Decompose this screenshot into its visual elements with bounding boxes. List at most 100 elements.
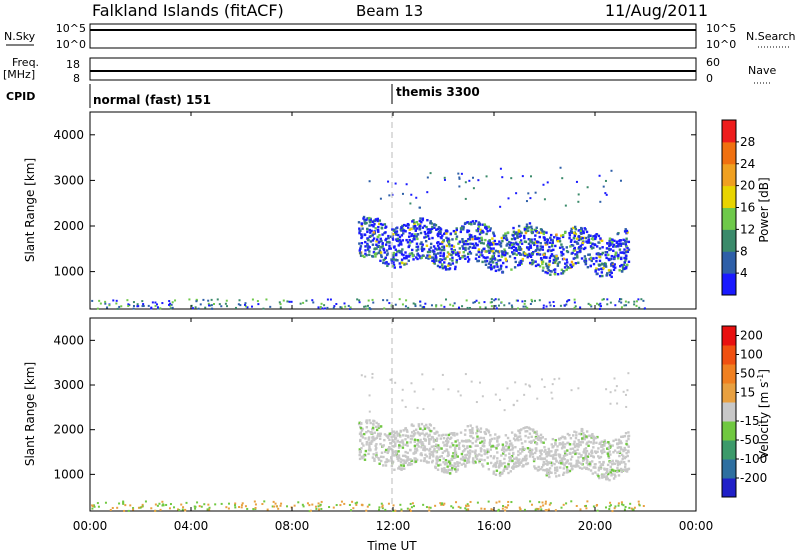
ionospheric-scatter-point [581, 237, 584, 240]
ionospheric-scatter-point [368, 224, 371, 227]
ionospheric-scatter-point [433, 223, 436, 226]
ground-scatter-point [358, 299, 361, 302]
ground-scatter-point [108, 304, 111, 307]
ionospheric-scatter-point [541, 230, 544, 233]
ionospheric-scatter-point [366, 227, 369, 231]
ionospheric-scatter-point [575, 434, 578, 437]
ionospheric-scatter-point [447, 263, 451, 266]
ionospheric-scatter-point [624, 250, 628, 254]
ionospheric-scatter-point [463, 459, 466, 462]
ionospheric-scatter-point [487, 468, 491, 471]
ionospheric-scatter-point [564, 262, 567, 265]
ionospheric-scatter-point [505, 442, 509, 445]
ionospheric-scatter-point [465, 461, 469, 464]
ground-scatter-point [118, 502, 121, 505]
ionospheric-scatter-point [415, 447, 418, 451]
ground-scatter-point [531, 300, 534, 303]
ionospheric-scatter-point [529, 441, 533, 444]
upper-scatter-point [529, 385, 532, 388]
ionospheric-scatter-point [441, 245, 444, 249]
ionospheric-scatter-point [475, 453, 478, 457]
ionospheric-scatter-point [468, 429, 472, 432]
ionospheric-scatter-point [489, 247, 493, 250]
ionospheric-scatter-point [598, 460, 601, 464]
ground-scatter-point [195, 298, 198, 301]
ionospheric-scatter-point [448, 239, 451, 242]
ionospheric-scatter-point [597, 469, 601, 472]
ionospheric-scatter-point [385, 253, 389, 257]
ionospheric-scatter-point [420, 256, 423, 260]
ionospheric-scatter-point [439, 254, 442, 257]
upper-scatter-point [409, 202, 412, 205]
ionospheric-scatter-point [500, 255, 504, 258]
ionospheric-scatter-point [622, 455, 625, 458]
ionospheric-scatter-point [524, 252, 527, 255]
ionospheric-scatter-point [546, 266, 549, 270]
upper-scatter-point [586, 186, 589, 189]
ionospheric-scatter-point [466, 242, 470, 246]
ionospheric-scatter-point [619, 251, 622, 254]
ionospheric-scatter-point [470, 223, 473, 226]
ionospheric-scatter-point [381, 233, 384, 236]
ionospheric-scatter-point [478, 460, 481, 464]
ionospheric-scatter-point [514, 260, 517, 264]
ionospheric-scatter-point [433, 449, 436, 452]
ionospheric-scatter-point [605, 471, 608, 475]
ionospheric-scatter-point [553, 273, 557, 276]
ionospheric-scatter-point [488, 239, 491, 243]
ionospheric-scatter-point [485, 250, 488, 253]
ionospheric-scatter-point [367, 438, 370, 441]
ground-scatter-point [366, 304, 369, 307]
ionospheric-scatter-point [360, 242, 364, 245]
ground-scatter-point [620, 301, 623, 304]
ionospheric-scatter-point [538, 248, 541, 252]
ground-scatter-point [378, 506, 381, 509]
ionospheric-scatter-point [563, 452, 567, 455]
ionospheric-scatter-point [469, 252, 473, 255]
ionospheric-scatter-point [474, 440, 478, 443]
ionospheric-scatter-point [366, 244, 369, 247]
ground-scatter-point [464, 504, 467, 507]
ionospheric-scatter-point [405, 224, 408, 227]
ionospheric-scatter-point [570, 260, 574, 264]
ionospheric-scatter-point [523, 253, 526, 257]
ground-scatter-point [161, 500, 164, 503]
ionospheric-scatter-point [409, 434, 413, 438]
ionospheric-scatter-point [432, 440, 436, 443]
ionospheric-scatter-point [607, 446, 611, 449]
ionospheric-scatter-point [506, 252, 509, 255]
ionospheric-scatter-point [428, 452, 431, 455]
ionospheric-scatter-point [448, 243, 451, 246]
ground-scatter-point [611, 510, 614, 513]
ionospheric-scatter-point [556, 236, 559, 240]
ground-scatter-point [168, 303, 171, 306]
ionospheric-scatter-point [427, 461, 430, 464]
ground-scatter-point [161, 504, 164, 507]
ionospheric-scatter-point [430, 445, 434, 448]
ionospheric-scatter-point [597, 241, 600, 244]
ionospheric-scatter-point [429, 438, 433, 441]
ionospheric-scatter-point [561, 443, 564, 447]
ionospheric-scatter-point [627, 240, 631, 244]
ionospheric-scatter-point [389, 442, 392, 445]
ionospheric-scatter-point [623, 251, 626, 255]
ground-scatter-point [317, 502, 320, 505]
ionospheric-scatter-point [454, 253, 458, 256]
ionospheric-scatter-point [524, 240, 528, 244]
ground-scatter-point [490, 298, 493, 301]
ionospheric-scatter-point [516, 243, 520, 246]
ionospheric-scatter-point [598, 476, 601, 480]
ionospheric-scatter-point [376, 219, 379, 223]
ionospheric-scatter-point [483, 223, 486, 226]
ground-scatter-point [529, 302, 532, 305]
ionospheric-scatter-point [453, 456, 456, 459]
upper-scatter-point [419, 206, 422, 209]
ionospheric-scatter-point [534, 229, 538, 233]
ionospheric-scatter-point [421, 432, 424, 435]
ionospheric-scatter-point [444, 229, 448, 233]
ionospheric-scatter-point [597, 234, 601, 238]
ionospheric-scatter-point [520, 242, 524, 245]
nsearch-label: N.Search [746, 30, 796, 43]
ionospheric-scatter-point [425, 244, 429, 247]
ionospheric-scatter-point [379, 222, 383, 226]
